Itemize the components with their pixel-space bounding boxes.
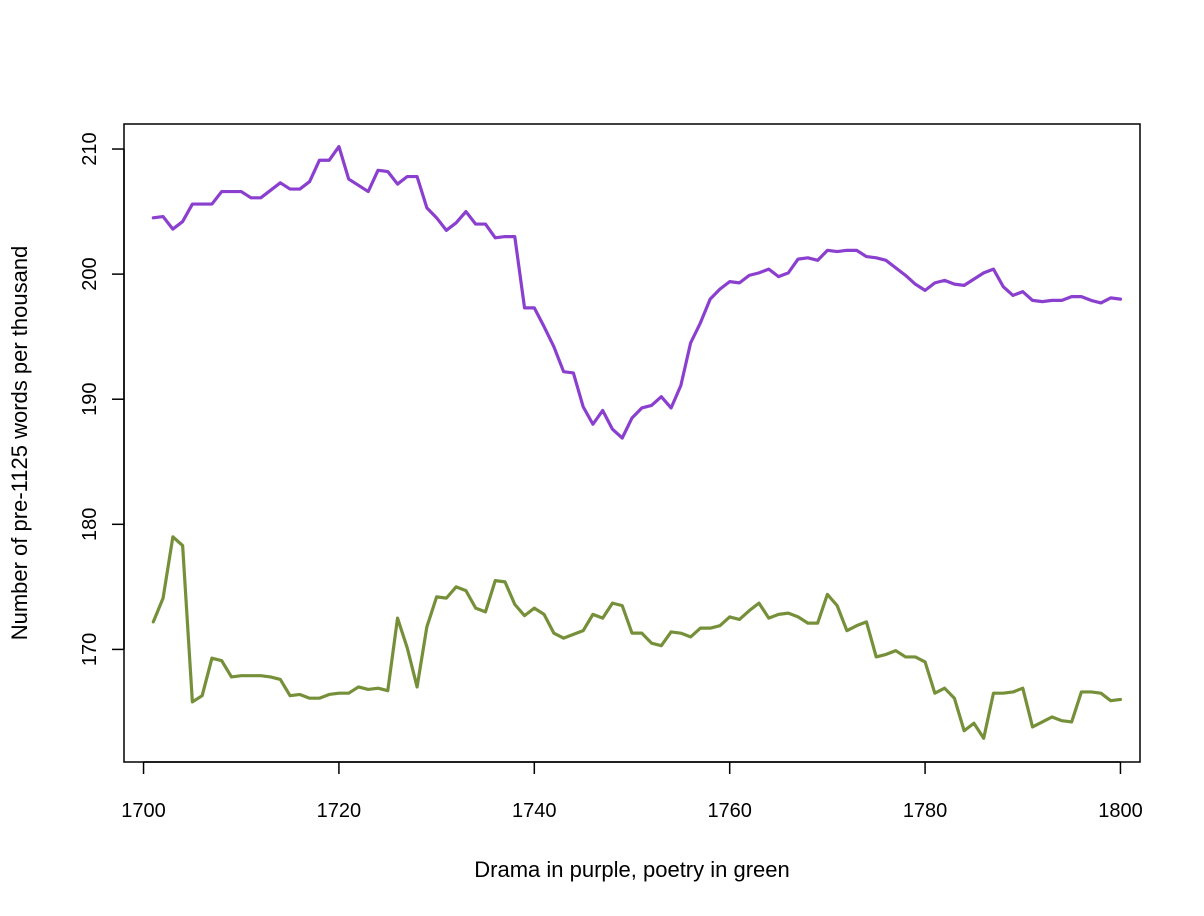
y-tick-label: 210: [79, 132, 101, 165]
x-tick-label: 1720: [317, 800, 362, 822]
series-layer: [151, 144, 1123, 740]
x-tick-label: 1740: [512, 800, 557, 822]
y-tick-label: 200: [79, 257, 101, 290]
x-axis-title: Drama in purple, poetry in green: [474, 857, 790, 882]
series-line-2: [151, 535, 1123, 740]
y-axis: 170 180 190 200 210: [79, 132, 125, 666]
series-line-1: [151, 144, 1123, 440]
x-tick-label: 1800: [1098, 800, 1143, 822]
x-tick-label: 1760: [707, 800, 752, 822]
x-tick-label: 1780: [903, 800, 948, 822]
x-tick-label: 1700: [121, 800, 166, 822]
y-tick-label: 190: [79, 383, 101, 416]
y-tick-label: 170: [79, 633, 101, 666]
y-axis-title: Number of pre-1125 words per thousand: [7, 246, 32, 641]
plot-frame: [123, 123, 1141, 763]
y-tick-label: 180: [79, 508, 101, 541]
x-axis: 1700 1720 1740 1760 1780 1800: [121, 761, 1143, 822]
